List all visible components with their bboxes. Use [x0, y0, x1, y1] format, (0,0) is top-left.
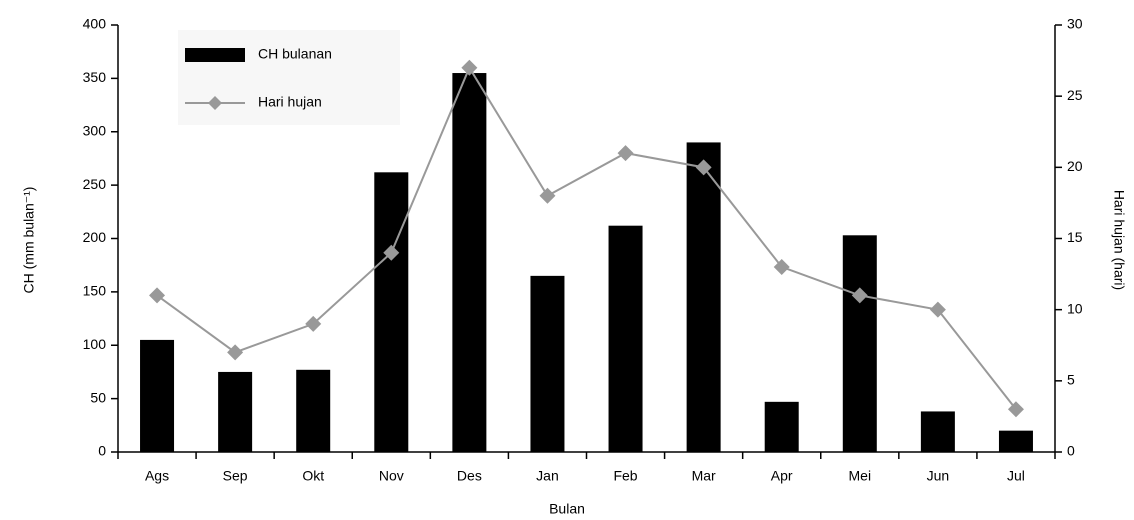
bar — [296, 369, 331, 452]
y-tick-label: 50 — [90, 389, 106, 405]
line-marker — [851, 287, 868, 304]
bar — [218, 371, 253, 452]
y2-tick-label: 25 — [1067, 87, 1083, 103]
line-marker — [461, 59, 478, 76]
legend-marker — [208, 96, 222, 110]
x-axis-label: Bulan — [549, 501, 585, 517]
x-tick-label: Okt — [302, 468, 324, 484]
x-tick-label: Des — [457, 468, 482, 484]
y-tick-label: 400 — [83, 16, 107, 32]
bar — [920, 411, 955, 452]
x-tick-label: Jan — [536, 468, 559, 484]
line-marker — [539, 187, 556, 204]
bar — [452, 73, 487, 452]
bar — [530, 275, 565, 452]
line-marker — [695, 159, 712, 176]
x-tick-label: Apr — [771, 468, 793, 484]
y2-tick-label: 15 — [1067, 229, 1083, 245]
x-tick-label: Feb — [613, 468, 637, 484]
line-marker — [149, 287, 166, 304]
y2-tick-label: 5 — [1067, 372, 1075, 388]
line-marker — [617, 145, 634, 162]
bar — [998, 430, 1033, 452]
y-axis-label: CH (mm bulan⁻¹) — [21, 187, 37, 294]
y2-tick-label: 30 — [1067, 16, 1083, 32]
legend-background — [178, 30, 400, 125]
bar — [842, 235, 877, 452]
y-tick-label: 300 — [83, 122, 107, 138]
line-marker — [227, 344, 244, 361]
y-tick-label: 200 — [83, 229, 107, 245]
line — [156, 65, 1017, 410]
x-tick-label: Nov — [379, 468, 404, 484]
bar — [608, 225, 643, 452]
y-tick-label: 0 — [98, 443, 106, 459]
line-marker — [1007, 401, 1024, 418]
bar — [140, 339, 175, 452]
y-tick-label: 250 — [83, 176, 107, 192]
bar — [764, 401, 799, 452]
bar — [686, 142, 721, 453]
x-tick-label: Sep — [223, 468, 248, 484]
legend-swatch — [185, 48, 245, 62]
x-tick-label: Jul — [1007, 468, 1025, 484]
legend-label: CH bulanan — [258, 46, 332, 62]
line-marker — [305, 315, 322, 332]
y-tick-label: 150 — [83, 283, 107, 299]
x-tick-label: Ags — [145, 468, 169, 484]
y2-tick-label: 20 — [1067, 158, 1083, 174]
y2-tick-label: 10 — [1067, 300, 1083, 316]
line-marker — [929, 301, 946, 318]
y2-tick-label: 0 — [1067, 443, 1075, 459]
x-tick-label: Mar — [692, 468, 716, 484]
x-tick-label: Mei — [849, 468, 872, 484]
line-marker — [773, 258, 790, 275]
legend-label: Hari hujan — [258, 94, 322, 110]
x-tick-label: Jun — [927, 468, 950, 484]
line-marker — [383, 244, 400, 261]
y2-axis-label: Hari hujan (hari) — [1111, 190, 1127, 290]
bar — [374, 172, 409, 452]
y-tick-label: 350 — [83, 69, 107, 85]
y-tick-label: 100 — [83, 336, 107, 352]
